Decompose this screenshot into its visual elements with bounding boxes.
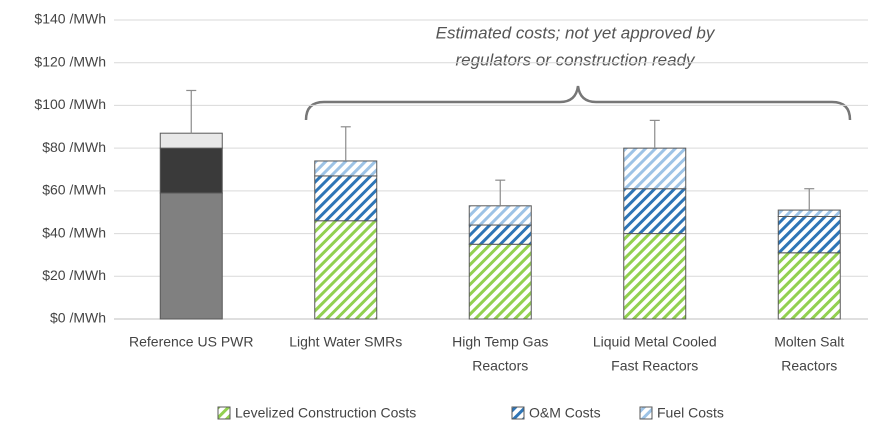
legend-label: Levelized Construction Costs	[235, 405, 416, 421]
x-tick-label: Reference US PWR	[129, 334, 253, 350]
annotation: Estimated costs; not yet approved by	[436, 23, 716, 42]
x-tick-label: Liquid Metal Cooled	[593, 334, 717, 350]
y-tick-label: $60 /MWh	[42, 182, 106, 198]
bar-segment	[468, 243, 532, 320]
bar-segment	[314, 175, 378, 222]
legend-label: Fuel Costs	[657, 405, 724, 421]
y-tick-label: $120 /MWh	[34, 53, 106, 69]
x-tick-label: High Temp Gas	[452, 334, 548, 350]
y-tick-label: $20 /MWh	[42, 267, 106, 283]
y-tick-label: $100 /MWh	[34, 96, 106, 112]
x-tick-label: Light Water SMRs	[289, 334, 402, 350]
bar-segment	[314, 160, 378, 177]
bar-segment	[159, 147, 223, 194]
legend-swatch	[639, 406, 653, 420]
brace	[304, 85, 852, 121]
y-tick-label: $80 /MWh	[42, 139, 106, 155]
bar-segment	[159, 132, 223, 149]
y-tick-label: $40 /MWh	[42, 224, 106, 240]
bar-segment	[623, 233, 687, 320]
x-tick-label: Reactors	[472, 358, 528, 374]
bar-segment	[777, 209, 841, 217]
bar-segment	[777, 252, 841, 320]
legend-swatch	[511, 406, 525, 420]
bar-segment	[159, 192, 223, 320]
y-tick-label: $140 /MWh	[34, 11, 106, 27]
legend-swatch	[217, 406, 231, 420]
annotation: regulators or construction ready	[455, 50, 696, 69]
legend-label: O&M Costs	[529, 405, 601, 421]
bar-segment	[623, 147, 687, 190]
bar-segment	[314, 220, 378, 320]
x-tick-label: Reactors	[781, 358, 837, 374]
bar-segment	[468, 224, 532, 245]
y-tick-label: $0 /MWh	[50, 310, 106, 326]
x-tick-label: Molten Salt	[774, 334, 844, 350]
bar-segment	[468, 205, 532, 226]
bar-segment	[777, 215, 841, 254]
bar-segment	[623, 188, 687, 235]
x-tick-label: Fast Reactors	[611, 358, 698, 374]
